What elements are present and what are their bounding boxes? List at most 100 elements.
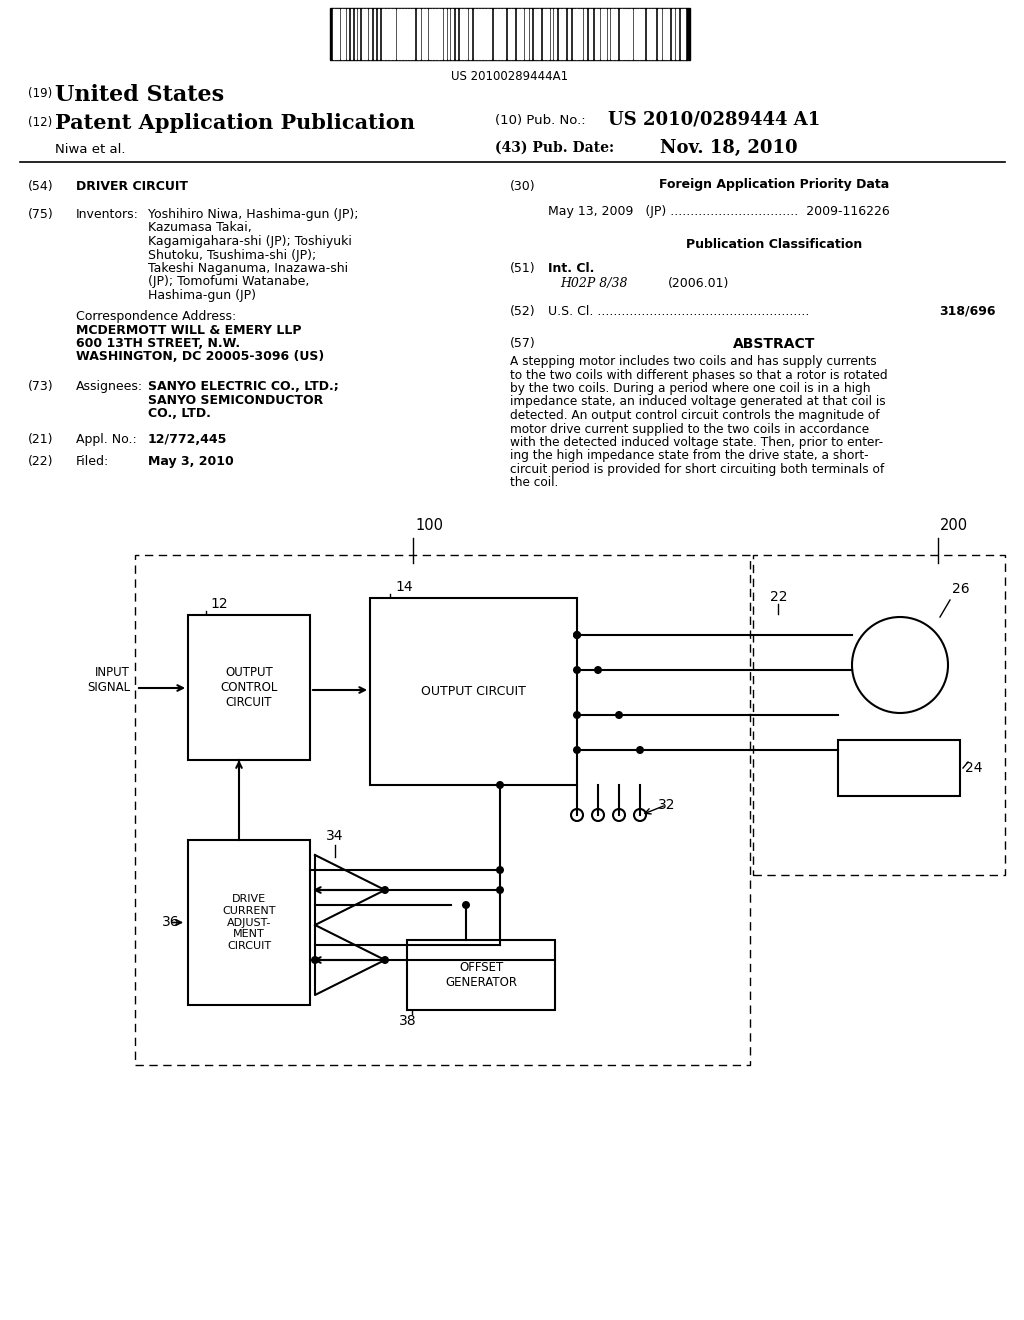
Text: (2006.01): (2006.01) [668, 277, 729, 290]
Bar [615, 9, 617, 59]
Bar [460, 9, 462, 59]
Bar [369, 9, 371, 59]
Bar [538, 9, 540, 59]
Bar [653, 9, 655, 59]
Text: 34: 34 [327, 829, 344, 843]
Bar [647, 9, 649, 59]
Circle shape [573, 746, 581, 754]
Bar [365, 9, 367, 59]
Bar [520, 9, 523, 59]
Circle shape [615, 711, 623, 719]
Bar [496, 9, 498, 59]
Bar [389, 9, 392, 59]
Text: 200: 200 [940, 517, 968, 533]
Circle shape [496, 886, 504, 894]
Bar [477, 9, 479, 59]
Text: (10) Pub. No.:: (10) Pub. No.: [495, 114, 586, 127]
Bar [425, 9, 427, 59]
Text: circuit period is provided for short circuiting both terminals of: circuit period is provided for short cir… [510, 463, 885, 477]
Text: detected. An output control circuit controls the magnitude of: detected. An output control circuit cont… [510, 409, 880, 422]
Text: Patent Application Publication: Patent Application Publication [55, 114, 415, 133]
Bar [451, 9, 453, 59]
Text: SANYO ELECTRIC CO., LTD.;: SANYO ELECTRIC CO., LTD.; [148, 380, 339, 393]
Text: OFFSET
GENERATOR: OFFSET GENERATOR [445, 961, 517, 989]
Text: motor drive current supplied to the two coils in accordance: motor drive current supplied to the two … [510, 422, 869, 436]
Text: Int. Cl.: Int. Cl. [548, 261, 594, 275]
Bar [370, 598, 577, 785]
Bar [483, 9, 485, 59]
Text: ABSTRACT: ABSTRACT [733, 337, 815, 351]
Text: (57): (57) [510, 337, 536, 350]
Bar [434, 9, 436, 59]
Bar [601, 9, 603, 59]
Text: 22: 22 [770, 590, 787, 605]
Bar [330, 8, 690, 59]
Bar [499, 9, 501, 59]
Bar [412, 9, 414, 59]
Text: (54): (54) [28, 180, 53, 193]
Bar [469, 9, 471, 59]
Bar [431, 9, 433, 59]
Text: (JP); Tomofumi Watanabe,: (JP); Tomofumi Watanabe, [148, 276, 309, 289]
Text: 12: 12 [210, 597, 227, 611]
Bar [650, 9, 652, 59]
Bar [397, 9, 399, 59]
Circle shape [573, 711, 581, 719]
Text: ing the high impedance state from the drive state, a short-: ing the high impedance state from the dr… [510, 450, 868, 462]
Bar [409, 9, 411, 59]
Bar [403, 9, 406, 59]
Bar [672, 9, 674, 59]
Circle shape [573, 631, 581, 639]
Bar [382, 9, 385, 59]
Text: Takeshi Naganuma, Inazawa-shi: Takeshi Naganuma, Inazawa-shi [148, 261, 348, 275]
Bar [406, 9, 408, 59]
Bar [517, 9, 519, 59]
Text: DRIVE
CURRENT
ADJUST-
MENT
CIRCUIT: DRIVE CURRENT ADJUST- MENT CIRCUIT [222, 895, 275, 950]
Bar [417, 9, 420, 59]
Circle shape [381, 956, 389, 964]
Text: 38: 38 [399, 1014, 417, 1028]
Text: May 3, 2010: May 3, 2010 [148, 455, 233, 469]
Bar [422, 9, 424, 59]
Text: (75): (75) [28, 209, 53, 220]
Bar [554, 9, 556, 59]
Bar [584, 9, 586, 59]
Text: to the two coils with different phases so that a rotor is rotated: to the two coils with different phases s… [510, 368, 888, 381]
Text: 26: 26 [952, 582, 970, 597]
Bar [611, 9, 614, 59]
Text: Appl. No.:: Appl. No.: [76, 433, 137, 446]
Text: 36: 36 [163, 916, 180, 929]
Bar [486, 9, 489, 59]
Text: Hashima-gun (JP): Hashima-gun (JP) [148, 289, 256, 302]
Bar [562, 9, 565, 59]
Circle shape [636, 746, 644, 754]
Bar [575, 9, 578, 59]
Text: OUTPUT CIRCUIT: OUTPUT CIRCUIT [421, 685, 526, 698]
Text: Correspondence Address:: Correspondence Address: [76, 310, 237, 323]
Bar [568, 9, 570, 59]
Bar [188, 840, 310, 1005]
Text: Niwa et al.: Niwa et al. [55, 143, 126, 156]
Text: May 13, 2009   (JP) ................................  2009-116226: May 13, 2009 (JP) ......................… [548, 205, 890, 218]
Bar [676, 9, 678, 59]
Bar [502, 9, 505, 59]
Circle shape [462, 902, 470, 909]
Text: (43) Pub. Date:: (43) Pub. Date: [495, 141, 614, 154]
Text: (12): (12) [28, 116, 52, 129]
Bar [400, 9, 402, 59]
Text: 24: 24 [965, 762, 982, 775]
Text: Publication Classification: Publication Classification [686, 238, 862, 251]
Bar [630, 9, 632, 59]
Text: Assignees:: Assignees: [76, 380, 143, 393]
Circle shape [496, 866, 504, 874]
Text: OUTPUT
CONTROL
CIRCUIT: OUTPUT CONTROL CIRCUIT [220, 667, 278, 709]
Text: impedance state, an induced voltage generated at that coil is: impedance state, an induced voltage gene… [510, 396, 886, 408]
Text: (52): (52) [510, 305, 536, 318]
Bar [444, 9, 446, 59]
Bar [667, 9, 669, 59]
Text: U.S. Cl. .....................................................: U.S. Cl. ...............................… [548, 305, 809, 318]
Bar [393, 9, 395, 59]
Text: A stepping motor includes two coils and has supply currents: A stepping motor includes two coils and … [510, 355, 877, 368]
Text: (51): (51) [510, 261, 536, 275]
Text: by the two coils. During a period where one coil is in a high: by the two coils. During a period where … [510, 381, 870, 395]
